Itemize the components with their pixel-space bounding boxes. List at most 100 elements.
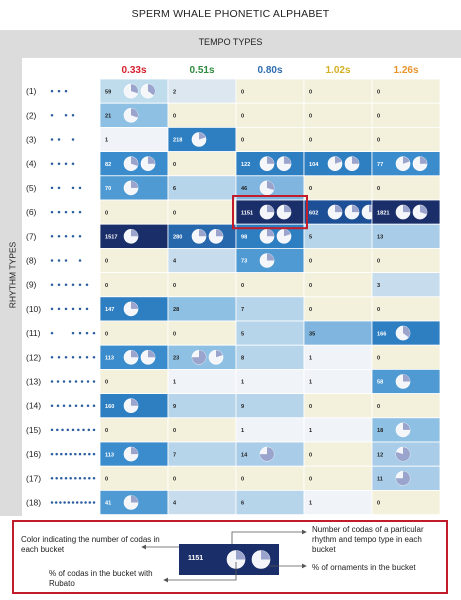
cell-r9-c4 bbox=[303, 272, 373, 298]
rhythm-dot-r17-2 bbox=[55, 477, 58, 480]
row-label-12: (12) bbox=[26, 352, 41, 362]
tempo-header-band bbox=[0, 30, 461, 58]
rhythm-dot-r13-7 bbox=[86, 380, 90, 383]
rhythm-dot-r14-7 bbox=[86, 404, 90, 407]
pie-r11-c5-1 bbox=[395, 325, 411, 341]
rhythm-dot-r16-1 bbox=[50, 452, 54, 456]
rhythm-dot-r17-10 bbox=[92, 477, 96, 480]
pie-r17-c5-1-slice bbox=[396, 471, 410, 486]
pie-r6-c5-2 bbox=[412, 204, 428, 220]
rhythm-dot-r18-5 bbox=[67, 501, 71, 504]
cell-value-r18-c4: 1 bbox=[309, 501, 312, 507]
rhythm-dot-r12-6 bbox=[85, 356, 89, 359]
row-label-14: (14) bbox=[26, 401, 41, 411]
pie-r1-c1-1 bbox=[123, 83, 139, 99]
pie-r3-c2-1 bbox=[191, 132, 207, 147]
rhythm-dot-r15-4 bbox=[66, 428, 70, 432]
pie-r15-c5-1-slice bbox=[403, 422, 410, 430]
rhythm-dot-r13-5 bbox=[74, 380, 78, 383]
pie-r4-c1-1 bbox=[123, 156, 139, 171]
pie-r12-c1-1 bbox=[123, 349, 139, 365]
cell-r18-c5 bbox=[371, 489, 441, 515]
pie-r14-c1-1-slice bbox=[131, 398, 138, 406]
cell-value-r3-c3: 0 bbox=[241, 138, 244, 144]
pie-r5-c3-1-slice bbox=[267, 180, 275, 191]
rhythm-dot-r3-2 bbox=[57, 138, 61, 141]
cell-r8-c1 bbox=[99, 247, 169, 273]
cell-value-r3-c5: 0 bbox=[377, 138, 380, 144]
cell-r17-c3 bbox=[235, 465, 305, 491]
cell-r3-c5 bbox=[371, 127, 441, 153]
pie-r4-c3-1-slice bbox=[267, 156, 274, 164]
cell-value-r11-c3: 5 bbox=[241, 331, 244, 337]
cell-r3-c4 bbox=[303, 127, 373, 153]
cell-value-r6-c3: 1151 bbox=[241, 210, 253, 216]
cell-r8-c2 bbox=[167, 247, 237, 273]
x-axis-title: TEMPO TYPES bbox=[198, 37, 263, 47]
cell-value-r1-c1: 59 bbox=[105, 89, 111, 95]
pie-r18-c1-1-slice bbox=[131, 495, 138, 503]
cell-value-r12-c4: 1 bbox=[309, 356, 312, 362]
pie-r6-c4-1-slice bbox=[335, 205, 342, 213]
cell-r9-c3 bbox=[235, 272, 305, 298]
rhythm-dot-r9-6 bbox=[85, 283, 89, 286]
rhythm-dot-r7-5 bbox=[78, 235, 82, 238]
cell-value-r2-c2: 0 bbox=[173, 114, 176, 120]
rhythm-dot-r13-3 bbox=[62, 380, 66, 383]
cell-value-r15-c4: 1 bbox=[309, 428, 312, 434]
cell-value-r17-c4: 0 bbox=[309, 477, 312, 483]
cell-r8-c5 bbox=[371, 247, 441, 273]
cell-value-r6-c4: 602 bbox=[309, 210, 318, 216]
cell-value-r2-c3: 0 bbox=[241, 114, 244, 120]
cell-value-r7-c5: 13 bbox=[377, 235, 383, 241]
legend-ornament-label: % of ornaments in the bucket bbox=[312, 563, 416, 572]
cell-value-r18-c3: 6 bbox=[241, 501, 244, 507]
rhythm-dot-r5-2 bbox=[57, 186, 61, 190]
cell-r5-c2 bbox=[167, 175, 237, 201]
cell-value-r17-c1: 0 bbox=[105, 477, 108, 483]
pie-r4-c1-2-slice bbox=[148, 156, 155, 164]
rhythm-dot-r4-3 bbox=[64, 162, 68, 165]
cell-value-r8-c4: 0 bbox=[309, 259, 312, 265]
rhythm-dot-r14-1 bbox=[50, 404, 54, 407]
pie-r4-c3-2-slice bbox=[284, 156, 291, 164]
rhythm-dot-r4-2 bbox=[57, 162, 61, 165]
cell-r6-c2 bbox=[167, 199, 237, 225]
pie-r4-c1-1-slice bbox=[131, 156, 139, 166]
pie-r18-c1-1 bbox=[123, 495, 139, 510]
column-header-3: 0.80s bbox=[257, 65, 282, 76]
cell-r10-c5 bbox=[371, 296, 441, 322]
cell-r13-c3 bbox=[235, 368, 305, 394]
pie-r16-c3-1 bbox=[259, 446, 275, 462]
rhythm-dot-r15-9 bbox=[92, 428, 96, 432]
pie-r12-c2-2 bbox=[208, 349, 224, 365]
pie-r1-c1-2 bbox=[140, 83, 156, 99]
cell-r16-c2 bbox=[167, 441, 237, 467]
cell-value-r5-c5: 0 bbox=[377, 186, 380, 192]
cell-value-r10-c2: 28 bbox=[173, 307, 179, 313]
row-label-13: (13) bbox=[26, 377, 41, 387]
cell-value-r16-c5: 12 bbox=[377, 452, 383, 458]
cell-r17-c4 bbox=[303, 465, 373, 491]
pie-r6-c3-1 bbox=[259, 204, 275, 220]
cell-r5-c4 bbox=[303, 175, 373, 201]
cell-value-r16-c2: 7 bbox=[173, 452, 176, 458]
cell-value-r1-c3: 0 bbox=[241, 89, 244, 95]
cell-r6-c3 bbox=[235, 199, 305, 225]
cell-value-r5-c1: 70 bbox=[105, 186, 111, 192]
rhythm-dot-r1-1 bbox=[50, 89, 54, 93]
cell-value-r5-c3: 46 bbox=[241, 186, 247, 192]
pie-r7-c3-1 bbox=[259, 229, 275, 244]
rhythm-dot-r6-2 bbox=[57, 210, 61, 214]
cell-r7-c4 bbox=[303, 223, 373, 249]
row-label-15: (15) bbox=[26, 425, 41, 435]
pie-r17-c5-1 bbox=[395, 470, 411, 486]
rhythm-dot-r10-5 bbox=[78, 307, 82, 311]
pie-r6-c5-1 bbox=[395, 204, 411, 220]
cell-value-r14-c1: 160 bbox=[105, 404, 114, 410]
pie-r4-c4-2-slice bbox=[352, 156, 359, 164]
pie-r2-c1-1 bbox=[123, 108, 139, 123]
cell-value-r6-c5: 1821 bbox=[377, 210, 389, 216]
rhythm-dot-r6-5 bbox=[78, 210, 82, 214]
pie-r16-c5-1 bbox=[395, 446, 411, 462]
